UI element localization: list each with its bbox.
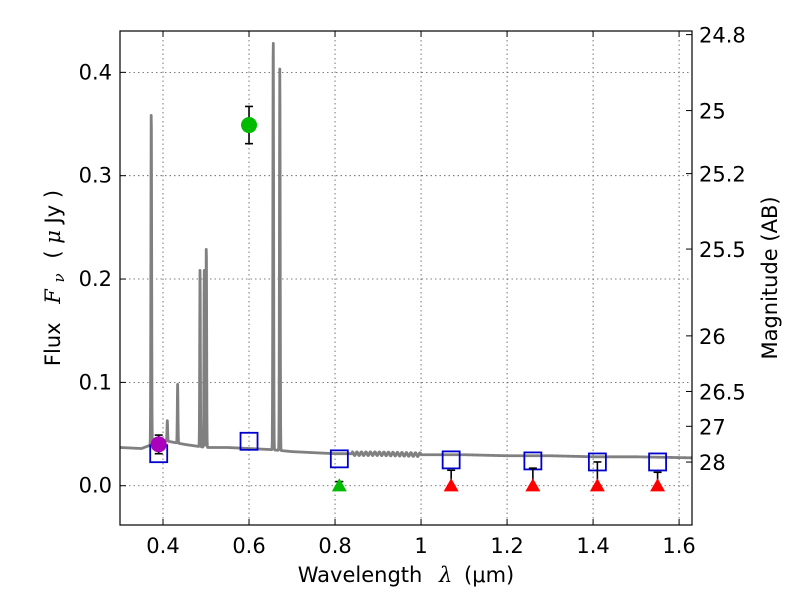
upper-limit-marker: [331, 478, 347, 492]
model-spectrum: [120, 41, 692, 460]
x-tick-label: 0.6: [232, 534, 265, 558]
x-tick-label: 1.4: [576, 534, 609, 558]
y-axis-label-unit-open: (: [41, 244, 65, 259]
model-photometry-square: [239, 431, 259, 451]
y-tick-label: 0.0: [79, 474, 112, 498]
y-axis-label-symbol: F: [41, 288, 65, 305]
detection-marker: [241, 117, 258, 134]
x-axis-label-word: Wavelength: [298, 563, 423, 587]
axis-ticks: 0.4 0.6 0.8 1 1.2 1.4 1.6 0.0 0.1 0.2 0.3 0.4 24.8 25…: [79, 24, 746, 558]
x-tick-label: 0.4: [146, 534, 179, 558]
model-photometry-square: [329, 449, 349, 469]
y2-tick-label: 25: [699, 100, 726, 124]
y2-tick-label: 26.5: [699, 380, 746, 404]
y2-axis-label: Magnitude (AB): [758, 196, 782, 359]
model-photometry-square: [441, 450, 461, 470]
y2-tick-label: 25.5: [699, 238, 746, 262]
y-axis-label-word: Flux: [41, 322, 65, 366]
x-axis-label: Wavelength λ (μm): [298, 563, 514, 587]
upper-limit-marker: [650, 478, 666, 492]
y-tick-label: 0.2: [79, 267, 112, 291]
x-tick-label: 1.6: [662, 534, 695, 558]
y-tick-label: 0.3: [79, 164, 112, 188]
upper-limit-marker: [525, 478, 541, 492]
x-axis-label-unit: (μm): [464, 563, 514, 587]
y-axis-label: Flux F ν ( μ Jy ): [41, 190, 69, 366]
detection-marker: [150, 436, 167, 453]
model-photometry-square: [648, 452, 667, 472]
y2-tick-label: 28: [699, 451, 726, 475]
y2-tick-label: 24.8: [699, 24, 746, 48]
upper-limit-marker: [589, 478, 605, 492]
x-tick-label: 1: [414, 534, 427, 558]
x-axis-label-symbol: λ: [438, 563, 452, 587]
model-spectrum-line: [120, 41, 692, 460]
upper-limit-marker: [443, 478, 459, 492]
x-tick-label: 0.8: [318, 534, 351, 558]
y-axis-label-unit-text: Jy ): [41, 190, 65, 226]
y2-tick-label: 26: [699, 325, 726, 349]
plot-frame: [119, 30, 693, 526]
y2-tick-label: 25.2: [699, 163, 746, 187]
y-tick-label: 0.1: [79, 370, 112, 394]
y-tick-label: 0.4: [79, 60, 112, 84]
y-axis-label-subscript: ν: [50, 273, 68, 282]
data-points: [149, 105, 667, 492]
y2-tick-label: 27: [699, 415, 726, 439]
x-tick-label: 1.2: [490, 534, 523, 558]
y-axis-label-unit-mu: μ: [41, 230, 65, 244]
